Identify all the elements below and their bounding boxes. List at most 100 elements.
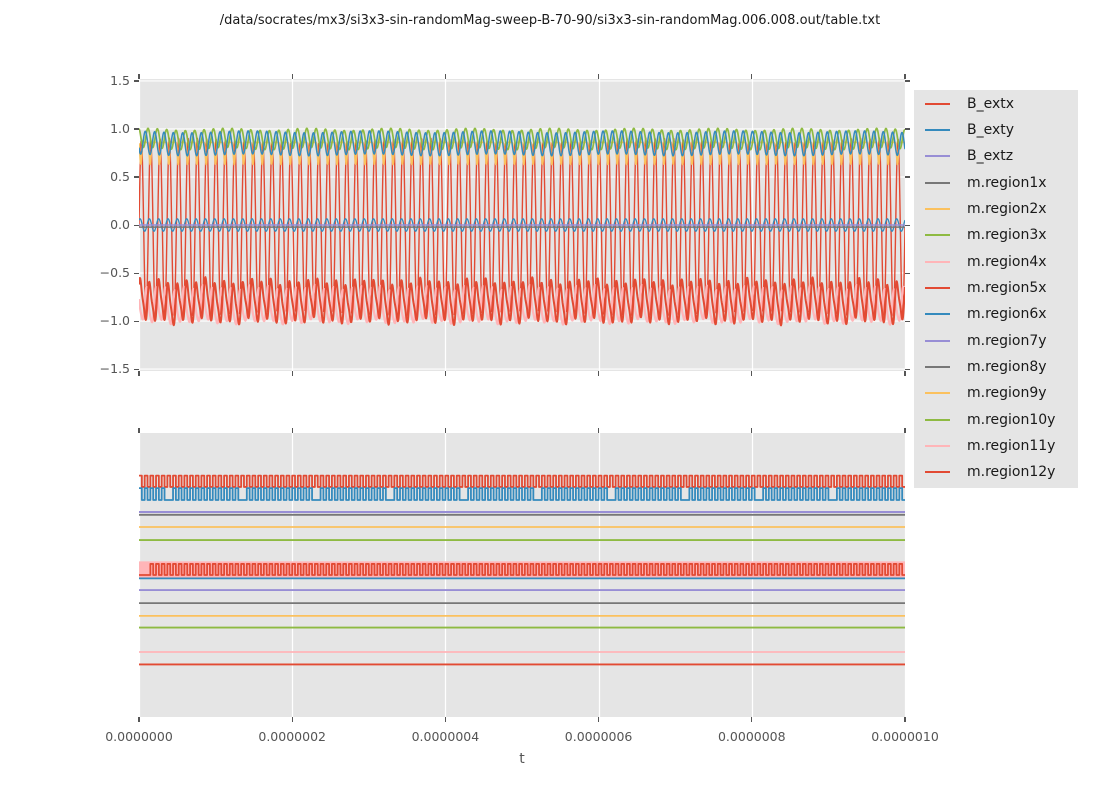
bottom-plot-area <box>139 433 905 717</box>
x-tick-label: 0.0000006 <box>564 729 633 744</box>
legend-line-sample <box>925 366 950 368</box>
x-tick-mark <box>138 371 140 376</box>
legend-label: m.region7y <box>967 332 1047 349</box>
legend-line-sample <box>925 155 950 158</box>
x-tick-mark <box>138 74 140 79</box>
top-plot-canvas <box>139 79 905 371</box>
legend-entry-m.region8y: m.region8y <box>914 357 1078 377</box>
x-tick-mark <box>751 371 753 376</box>
legend-line-sample <box>925 102 950 105</box>
legend-label: m.region10y <box>967 411 1056 428</box>
x-tick-mark <box>904 717 906 722</box>
legend-entry-m.region2x: m.region2x <box>914 199 1078 219</box>
legend-label: m.region4x <box>967 253 1047 270</box>
legend: B_extx B_exty B_extz m.region1x m.region2x m.… <box>914 90 1078 488</box>
x-tick-label: 0.0000000 <box>105 729 173 744</box>
y-tick-mark <box>905 368 910 370</box>
y-tick-label: 1.5 <box>110 72 130 88</box>
y-tick-label: −0.5 <box>99 265 130 281</box>
x-tick-mark <box>444 74 446 79</box>
legend-entry-m.region11y: m.region11y <box>914 436 1078 456</box>
y-tick-mark <box>134 368 139 370</box>
legend-line-sample <box>925 339 950 342</box>
x-tick-mark <box>751 717 753 722</box>
legend-entry-B_extx: B_extx <box>914 94 1078 114</box>
x-tick-mark <box>904 371 906 376</box>
legend-line-sample <box>925 128 950 131</box>
x-tick-mark <box>444 717 446 722</box>
y-tick-label: −1.5 <box>99 361 130 377</box>
y-tick-mark <box>134 320 139 322</box>
y-tick-mark <box>134 272 139 274</box>
x-tick-mark <box>138 717 140 722</box>
y-tick-label: 0.5 <box>110 168 130 184</box>
bottom-plot-canvas <box>139 433 905 717</box>
y-tick-label: 0.0 <box>110 217 130 232</box>
x-tick-mark <box>751 428 753 433</box>
legend-line-sample <box>925 418 950 421</box>
y-tick-mark <box>134 224 139 226</box>
y-tick-mark <box>905 272 910 274</box>
x-tick-mark <box>444 428 446 433</box>
legend-entry-m.region5x: m.region5x <box>914 278 1078 298</box>
legend-label: m.region3x <box>967 227 1047 244</box>
legend-line-sample <box>925 392 950 395</box>
x-tick-mark <box>291 74 293 79</box>
x-tick-mark <box>904 74 906 79</box>
y-tick-mark <box>905 128 910 130</box>
top-plot-area <box>139 79 905 371</box>
x-tick-mark <box>138 428 140 433</box>
legend-label: m.region12y <box>967 464 1056 481</box>
y-tick-mark <box>134 128 139 130</box>
x-tick-mark <box>291 428 293 433</box>
x-tick-mark <box>291 717 293 722</box>
x-tick-mark <box>598 371 600 376</box>
legend-entry-m.region7y: m.region7y <box>914 331 1078 351</box>
legend-line-sample <box>925 445 950 448</box>
legend-entry-m.region10y: m.region10y <box>914 410 1078 430</box>
x-tick-mark <box>751 74 753 79</box>
legend-label: m.region11y <box>967 438 1056 455</box>
legend-line-sample <box>925 207 950 210</box>
y-tick-label: −1.0 <box>99 313 130 329</box>
figure-title: /data/socrates/mx3/si3x3-sin-randomMag-s… <box>219 13 881 28</box>
legend-line-sample <box>925 286 950 289</box>
y-tick-mark <box>134 80 139 82</box>
legend-entry-B_exty: B_exty <box>914 120 1078 140</box>
x-tick-mark <box>598 428 600 433</box>
y-tick-mark <box>905 320 910 322</box>
x-tick-mark <box>444 371 446 376</box>
legend-label: B_extx <box>967 95 1015 112</box>
x-tick-mark <box>598 74 600 79</box>
legend-line-sample <box>925 181 950 184</box>
x-tick-mark <box>598 717 600 722</box>
legend-entry-m.region6x: m.region6x <box>914 304 1078 324</box>
x-tick-label: 0.0000008 <box>717 729 786 744</box>
x-tick-label: 0.0000002 <box>258 729 326 744</box>
legend-label: B_extz <box>967 148 1014 165</box>
x-tick-label: 0.0000004 <box>411 729 480 744</box>
legend-label: m.region1x <box>967 174 1047 191</box>
x-tick-mark <box>291 371 293 376</box>
y-tick-mark <box>134 176 139 178</box>
x-tick-mark <box>904 428 906 433</box>
legend-label: B_exty <box>967 121 1015 138</box>
legend-line-sample <box>925 234 950 237</box>
legend-line-sample <box>925 260 950 263</box>
y-tick-mark <box>905 80 910 82</box>
y-tick-mark <box>905 176 910 178</box>
legend-entry-B_extz: B_extz <box>914 146 1078 166</box>
legend-line-sample <box>925 471 950 474</box>
legend-entry-m.region1x: m.region1x <box>914 173 1078 193</box>
legend-entry-m.region9y: m.region9y <box>914 383 1078 403</box>
x-axis-label: t <box>519 751 525 767</box>
y-tick-mark <box>905 224 910 226</box>
legend-line-sample <box>925 313 950 316</box>
x-tick-label: 0.0000010 <box>871 729 939 744</box>
legend-entry-m.region3x: m.region3x <box>914 225 1078 245</box>
legend-label: m.region5x <box>967 279 1047 296</box>
legend-entry-m.region4x: m.region4x <box>914 252 1078 272</box>
y-tick-label: 1.0 <box>110 120 130 136</box>
legend-label: m.region2x <box>967 200 1047 217</box>
